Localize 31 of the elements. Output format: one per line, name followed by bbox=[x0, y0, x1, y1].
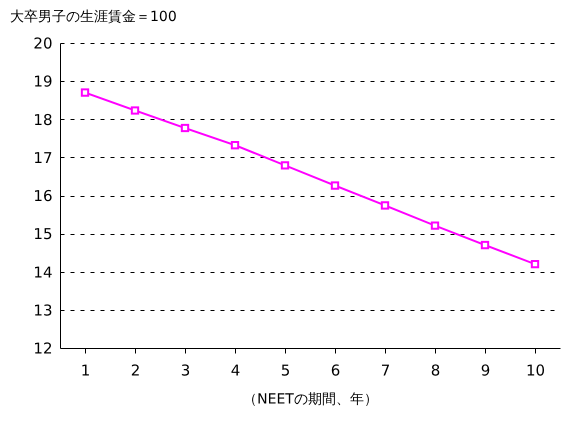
x-tick-label: 8 bbox=[430, 362, 440, 380]
x-tick-label: 2 bbox=[130, 362, 140, 380]
x-axis-title: （NEETの期間、年） bbox=[243, 392, 378, 408]
x-tick-label: 10 bbox=[526, 362, 546, 380]
point bbox=[230, 141, 240, 150]
point bbox=[130, 106, 140, 115]
y-tick-label: 16 bbox=[33, 187, 52, 205]
x-tick-label: 4 bbox=[230, 362, 240, 380]
point bbox=[330, 181, 340, 190]
chart-title: 大卒男子の生涯賃金＝100 bbox=[10, 9, 177, 25]
y-tick-label: 18 bbox=[33, 110, 52, 129]
x-tick-label: 5 bbox=[280, 362, 290, 380]
point bbox=[280, 161, 290, 170]
point bbox=[530, 260, 540, 268]
y-tick-label: 17 bbox=[33, 148, 52, 167]
point bbox=[180, 124, 190, 132]
point bbox=[480, 240, 490, 250]
x-tick-label: 7 bbox=[380, 362, 390, 380]
point bbox=[430, 221, 440, 230]
y-tick-label: 20 bbox=[33, 34, 52, 52]
x-tick-label: 6 bbox=[330, 362, 340, 380]
x-tick-label: 3 bbox=[180, 362, 190, 380]
y-tick-label: 19 bbox=[33, 72, 52, 91]
y-tick-label: 15 bbox=[33, 225, 52, 244]
point bbox=[380, 201, 390, 210]
y-tick-label: 12 bbox=[33, 340, 52, 358]
x-tick-label: 9 bbox=[480, 362, 490, 380]
point bbox=[80, 88, 90, 97]
y-tick-label: 13 bbox=[33, 301, 52, 320]
y-tick-label: 14 bbox=[33, 263, 52, 282]
x-tick-label: 1 bbox=[80, 362, 90, 380]
